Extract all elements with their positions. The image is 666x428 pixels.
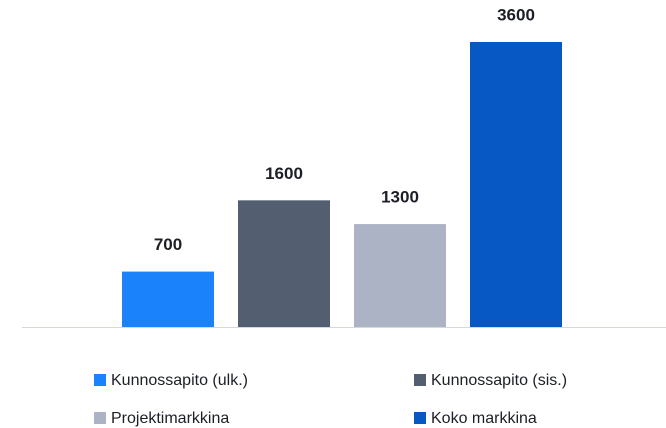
legend-label: Kunnossapito (ulk.): [111, 372, 248, 389]
legend-label: Kunnossapito (sis.): [431, 372, 567, 389]
value-label: 1300: [381, 188, 419, 207]
bar: [122, 271, 214, 327]
bar: [238, 200, 330, 327]
legend-swatch: [414, 412, 426, 424]
legend-swatch: [94, 412, 106, 424]
legend-label: Projektimarkkina: [111, 410, 229, 427]
value-label: 700: [154, 235, 182, 254]
value-label: 3600: [497, 5, 535, 24]
bar: [470, 42, 562, 327]
legend-swatch: [94, 374, 106, 386]
bar: [354, 224, 446, 327]
value-label: 1600: [265, 164, 303, 183]
legend-swatch: [414, 374, 426, 386]
legend-label: Koko markkina: [431, 410, 537, 427]
